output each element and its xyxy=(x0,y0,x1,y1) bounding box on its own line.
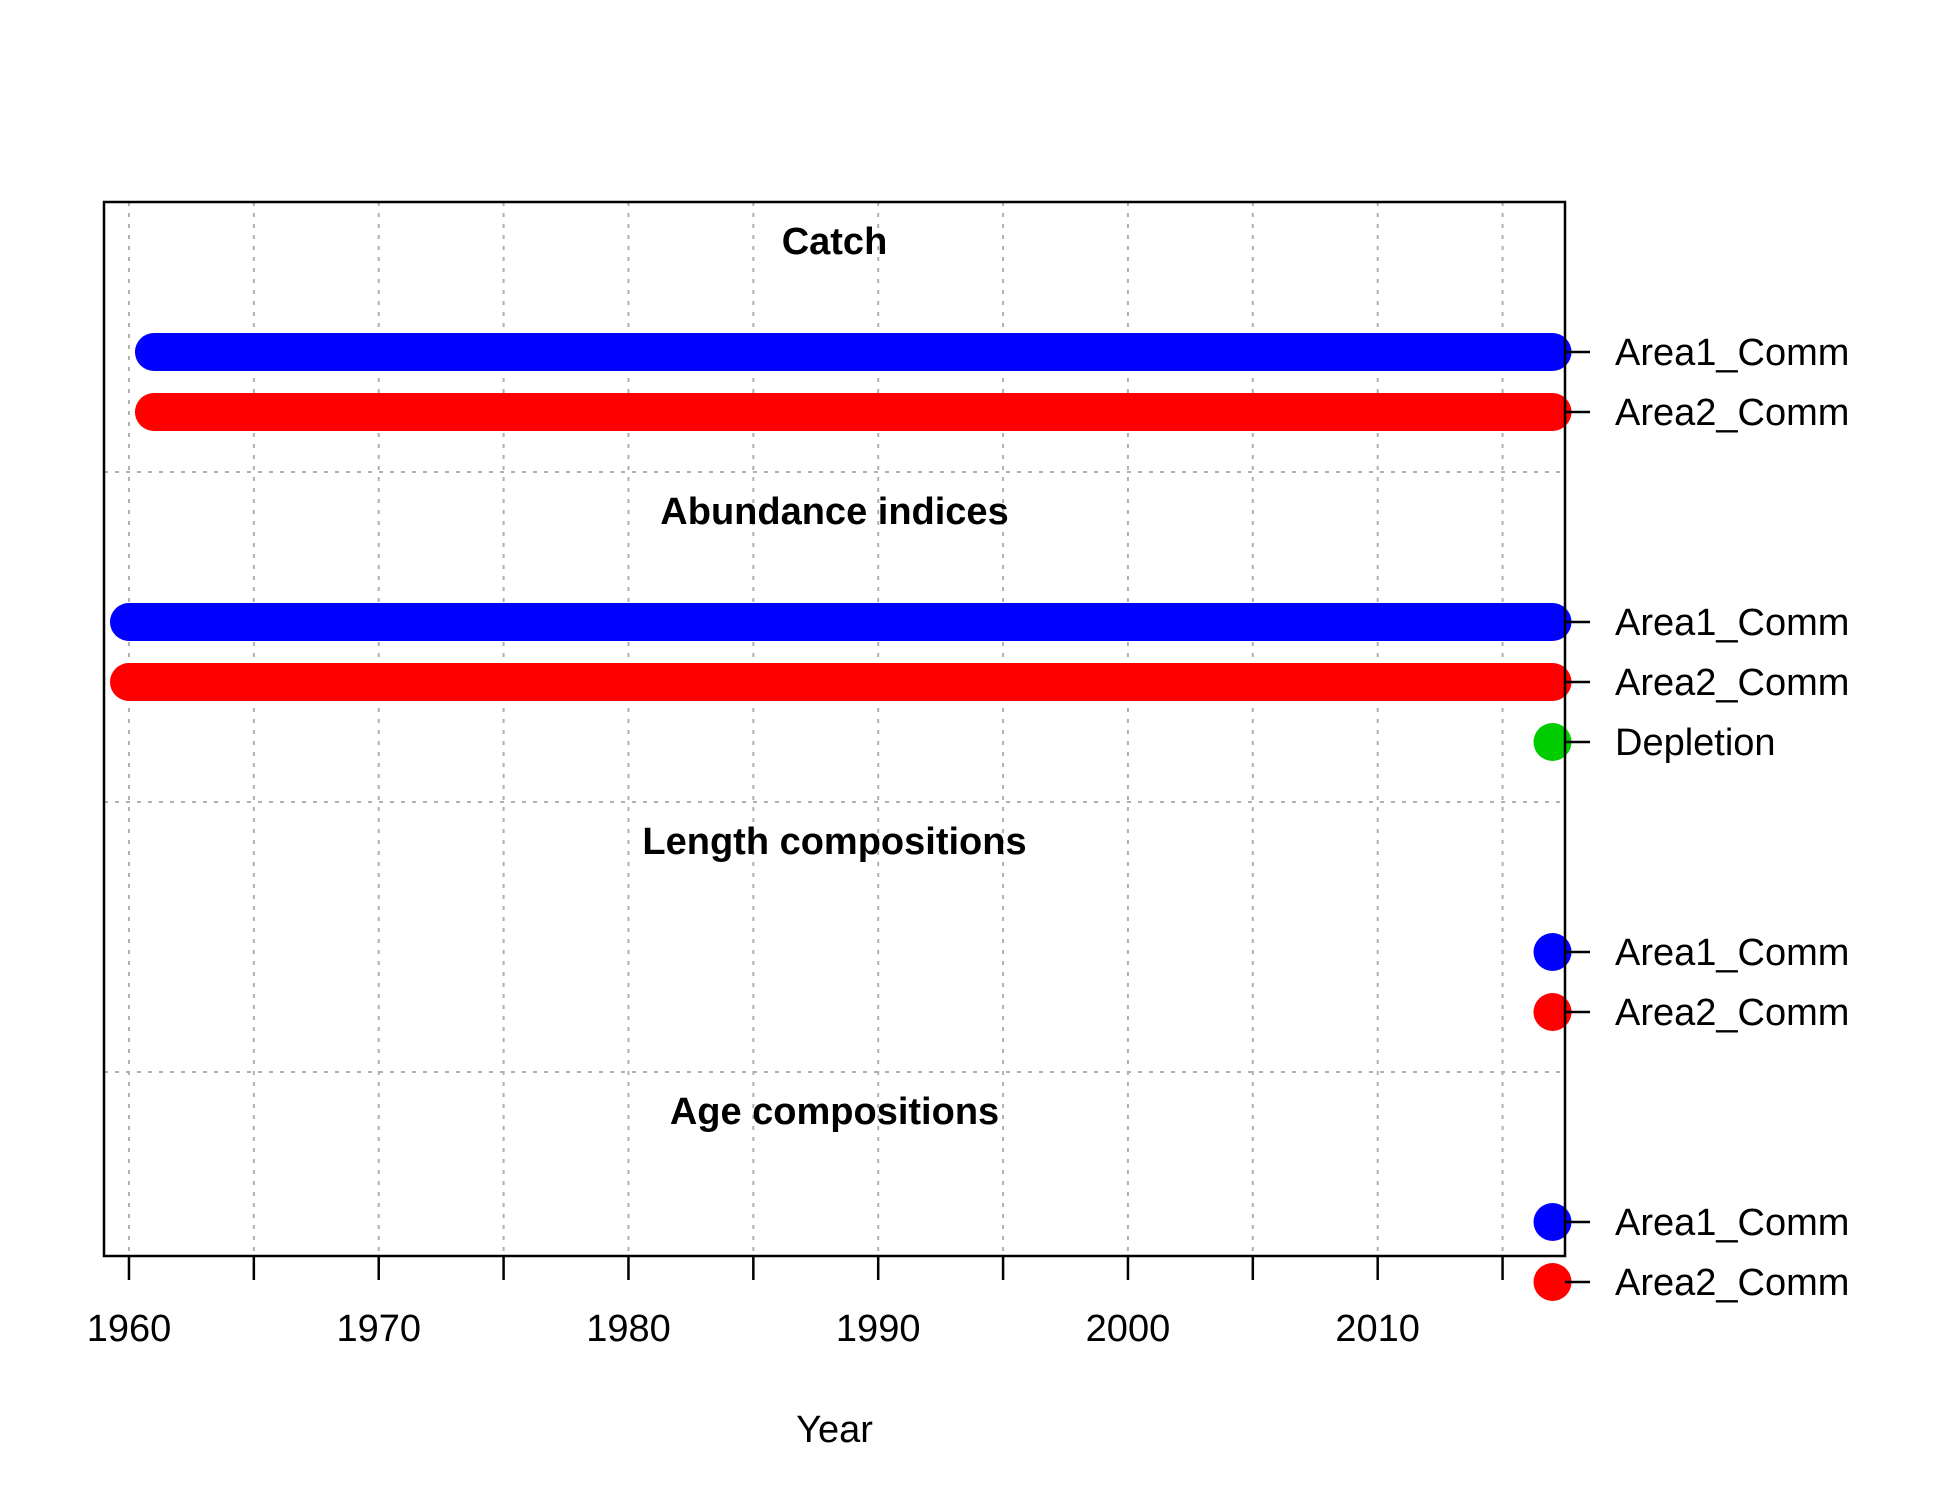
x-tick-label: 1990 xyxy=(836,1308,921,1350)
series-label: Area1_Comm xyxy=(1615,332,1849,374)
x-axis-title: Year xyxy=(796,1409,873,1451)
series-label: Depletion xyxy=(1615,722,1776,764)
section-title: Length compositions xyxy=(642,821,1026,863)
x-tick-label: 1960 xyxy=(87,1308,172,1350)
series-label: Area2_Comm xyxy=(1615,992,1849,1034)
section-title: Catch xyxy=(782,221,888,263)
marks-layer: Catch Abundance indices Length composition… xyxy=(109,221,1572,1301)
grid-layer xyxy=(104,202,1565,1256)
x-tick-label: 1970 xyxy=(336,1308,421,1350)
x-tick-label: 2000 xyxy=(1086,1308,1171,1350)
x-axis: 1960 1970 1980 1990 2000 2010 Area1_Comm Area2_… xyxy=(87,332,1850,1350)
x-tick-label: 2010 xyxy=(1335,1308,1420,1350)
series-point xyxy=(1533,933,1572,971)
section-title: Age compositions xyxy=(670,1091,999,1133)
series-label: Area2_Comm xyxy=(1615,392,1849,434)
section-title: Abundance indices xyxy=(660,491,1008,533)
series-label: Area2_Comm xyxy=(1615,1262,1849,1304)
series-point xyxy=(1533,993,1572,1031)
x-tick-label: 1980 xyxy=(586,1308,671,1350)
series-point xyxy=(1533,723,1572,761)
series-point xyxy=(1533,1203,1572,1241)
series-point xyxy=(1533,1263,1572,1301)
series-label: Area1_Comm xyxy=(1615,932,1849,974)
series-label: Area2_Comm xyxy=(1615,662,1849,704)
series-label: Area1_Comm xyxy=(1615,602,1849,644)
series-label: Area1_Comm xyxy=(1615,1202,1849,1244)
plot-frame xyxy=(102,200,1567,1258)
